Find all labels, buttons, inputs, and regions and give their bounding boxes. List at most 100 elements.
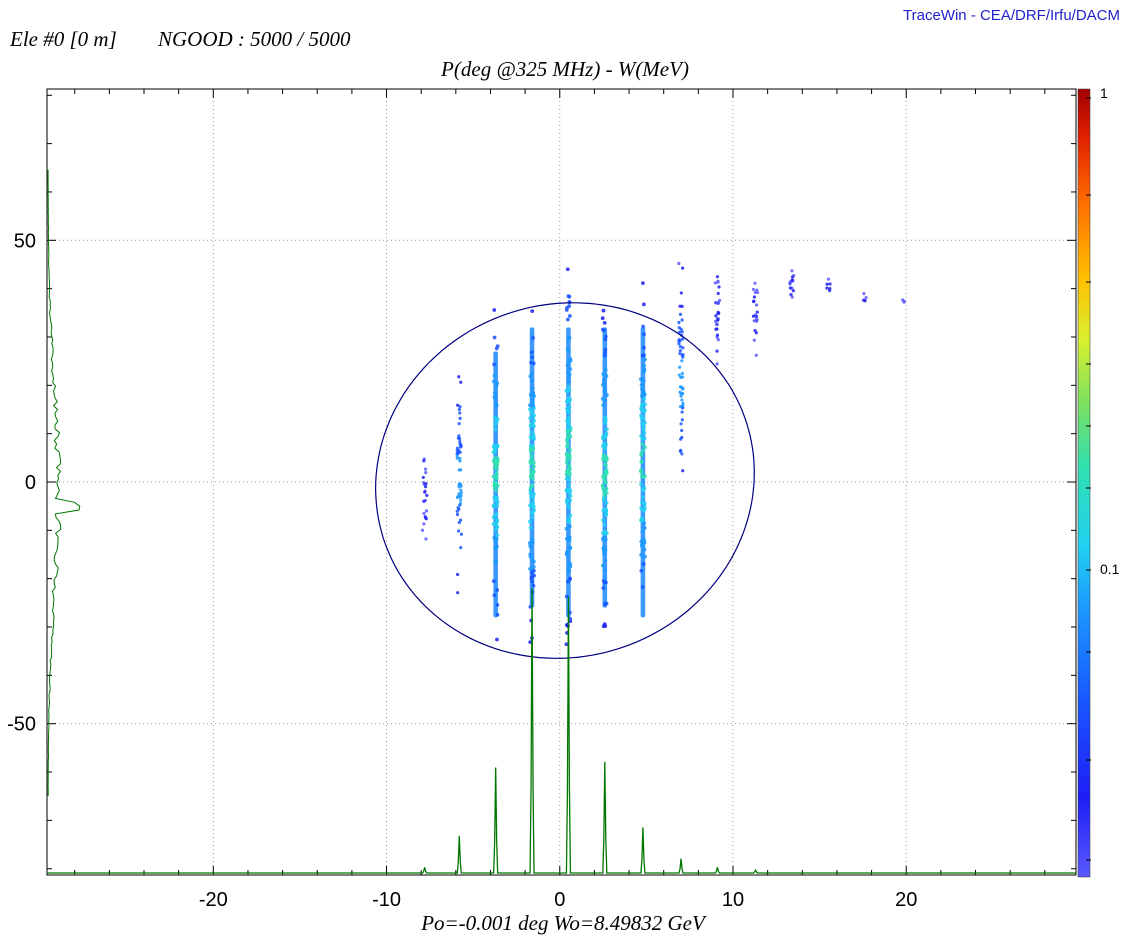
scatter-point <box>751 299 756 304</box>
scatter-point <box>532 568 536 573</box>
scatter-point <box>493 422 497 427</box>
scatter-point <box>565 489 569 493</box>
scatter-point <box>424 537 428 541</box>
scatter-point <box>459 484 463 488</box>
scatter-point <box>455 572 460 577</box>
scatter-point <box>567 538 572 543</box>
scatter-point <box>568 357 573 361</box>
scatter-point <box>640 585 645 589</box>
scatter-point <box>713 281 717 285</box>
scatter-point <box>493 546 498 551</box>
scatter-point <box>641 389 645 394</box>
scatter-point <box>642 420 647 425</box>
scatter-point <box>568 367 573 371</box>
scatter-point <box>642 547 647 552</box>
scatter-point <box>494 559 498 564</box>
scatter-point <box>491 504 496 509</box>
scatter-point <box>492 449 497 453</box>
scatter-point <box>423 467 428 471</box>
y-tick-label: 50 <box>14 230 36 252</box>
scatter-point <box>716 310 720 314</box>
scatter-point <box>788 286 793 290</box>
scatter-point <box>639 377 644 381</box>
scatter-point <box>528 567 532 571</box>
colorbar-label-0.1: 0.1 <box>1100 561 1120 577</box>
scatter-point <box>601 434 605 439</box>
scatter-point <box>492 465 497 470</box>
scatter-point <box>641 302 646 307</box>
scatter-point <box>716 280 720 284</box>
scatter-point <box>717 285 721 289</box>
scatter-point <box>789 293 793 297</box>
scatter-point <box>568 524 572 529</box>
scatter-point <box>530 477 535 481</box>
scatter-point <box>568 513 573 518</box>
scatter-point <box>602 545 607 550</box>
scatter-point <box>680 318 684 322</box>
scatter-point <box>491 579 496 584</box>
emittance-ellipse-group <box>374 302 755 659</box>
scatter-point <box>492 495 497 500</box>
scatter-point <box>604 433 608 438</box>
tracewin-branding: TraceWin - CEA/DRF/Irfu/DACM <box>903 7 1120 24</box>
scatter-point <box>493 475 498 480</box>
scatter-point <box>423 490 427 494</box>
scatter-point <box>458 495 462 499</box>
scatter-point <box>642 397 647 401</box>
scatter-point <box>862 292 866 296</box>
scatter-point <box>529 474 533 478</box>
scatter-point <box>423 515 427 519</box>
plot-area <box>46 88 1077 876</box>
scatter-point <box>532 418 536 423</box>
scatter-point <box>567 314 572 318</box>
scatter-point <box>754 331 758 335</box>
scatter-point <box>495 503 500 508</box>
scatter-point <box>528 485 533 490</box>
x-axis-label: Po=-0.001 deg Wo=8.49832 GeV <box>420 911 707 935</box>
scatter-point <box>790 269 794 273</box>
scatter-point <box>424 482 428 486</box>
colorbar <box>1077 88 1091 878</box>
scatter-point <box>564 460 569 465</box>
scatter-point <box>529 495 534 500</box>
scatter-point <box>528 423 533 428</box>
scatter-point <box>790 295 794 299</box>
scatter-point <box>495 417 500 422</box>
scatter-point <box>680 428 684 433</box>
axis-ticks <box>47 89 1076 875</box>
colorbar-label-1: 1 <box>1100 85 1108 101</box>
scatter-point <box>639 539 644 544</box>
scatter-point <box>491 458 496 463</box>
scatter-point <box>680 330 684 334</box>
scatter-point <box>495 637 499 642</box>
x-tick-label: 0 <box>554 889 565 911</box>
scatter-point <box>643 506 647 511</box>
scatter-point <box>531 500 535 505</box>
scatter-point <box>458 440 462 444</box>
scatter-point <box>602 529 607 534</box>
scatter-point <box>681 403 685 408</box>
scatter-point <box>642 367 647 372</box>
scatter-point <box>531 460 536 465</box>
scatter-point <box>641 428 646 432</box>
scatter-point <box>530 515 535 520</box>
scatter-point <box>492 362 497 367</box>
scatter-point <box>638 469 643 474</box>
scatter-point <box>493 540 498 545</box>
scatter-point <box>494 384 499 389</box>
scatter-point <box>754 303 759 307</box>
scatter-point <box>602 490 607 495</box>
scatter-point <box>680 418 684 422</box>
scatter-point <box>492 308 497 312</box>
scatter-point <box>458 416 462 421</box>
scatter-point <box>639 459 644 464</box>
scatter-point <box>421 475 425 480</box>
scatter-point <box>495 519 500 524</box>
scatter-point <box>564 526 569 531</box>
scatter-point <box>714 327 718 331</box>
scatter-point <box>491 379 496 384</box>
scatter-point <box>677 342 681 346</box>
scatter-point <box>492 335 497 340</box>
scatter-point <box>528 525 533 530</box>
scatter-point <box>601 372 606 376</box>
